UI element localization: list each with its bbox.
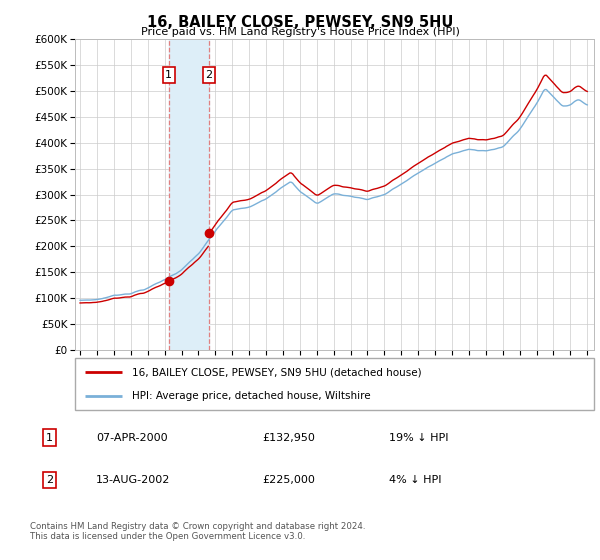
Text: 4% ↓ HPI: 4% ↓ HPI — [389, 475, 442, 485]
Text: 16, BAILEY CLOSE, PEWSEY, SN9 5HU: 16, BAILEY CLOSE, PEWSEY, SN9 5HU — [147, 15, 453, 30]
Text: 2: 2 — [46, 475, 53, 485]
Text: Contains HM Land Registry data © Crown copyright and database right 2024.
This d: Contains HM Land Registry data © Crown c… — [30, 522, 365, 542]
Text: 1: 1 — [166, 70, 172, 80]
Text: 19% ↓ HPI: 19% ↓ HPI — [389, 432, 448, 442]
Text: £132,950: £132,950 — [262, 432, 315, 442]
Text: HPI: Average price, detached house, Wiltshire: HPI: Average price, detached house, Wilt… — [132, 391, 371, 401]
Text: 16, BAILEY CLOSE, PEWSEY, SN9 5HU (detached house): 16, BAILEY CLOSE, PEWSEY, SN9 5HU (detac… — [132, 367, 422, 377]
Text: Price paid vs. HM Land Registry's House Price Index (HPI): Price paid vs. HM Land Registry's House … — [140, 27, 460, 37]
Text: 07-APR-2000: 07-APR-2000 — [96, 432, 168, 442]
Text: 2: 2 — [205, 70, 212, 80]
Text: 1: 1 — [46, 432, 53, 442]
Text: £225,000: £225,000 — [262, 475, 315, 485]
Bar — [169, 39, 209, 350]
Text: 13-AUG-2002: 13-AUG-2002 — [96, 475, 170, 485]
